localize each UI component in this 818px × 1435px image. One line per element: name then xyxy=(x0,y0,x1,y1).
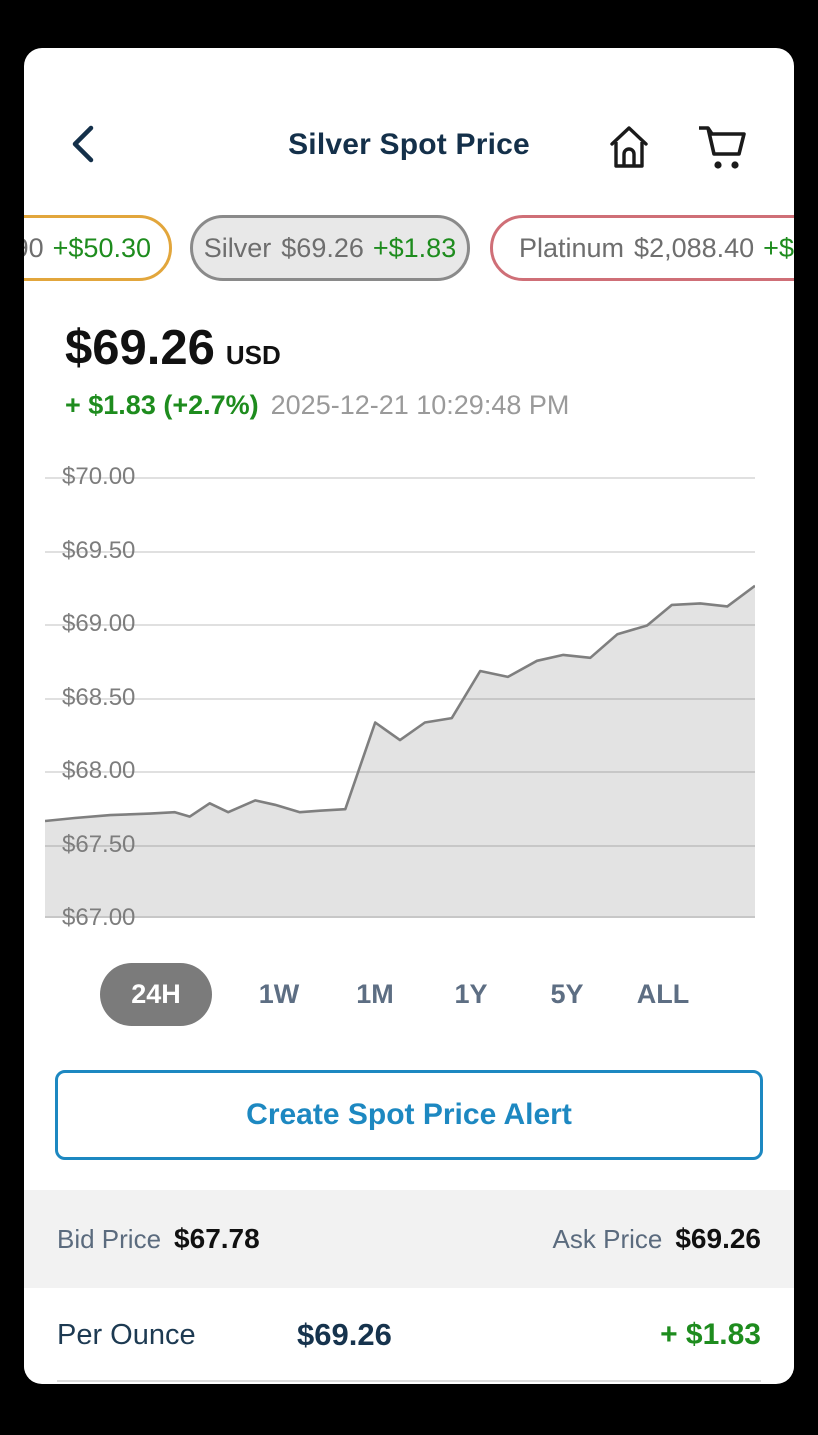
back-chevron-icon xyxy=(67,123,99,168)
metal-ticker-carousel: .90 +$50.30 Silver $69.26 +$1.83 Platinu… xyxy=(24,215,794,281)
ticker-pill-silver[interactable]: Silver $69.26 +$1.83 xyxy=(190,215,470,281)
timeframe-24h[interactable]: 24H xyxy=(100,963,212,1026)
price-timestamp: 2025-12-21 10:29:48 PM xyxy=(270,390,570,420)
gold-price-fragment: .90 xyxy=(24,232,44,263)
y-axis-label: $69.00 xyxy=(62,610,136,637)
per-ounce-row: Per Ounce $69.26 + $1.83 xyxy=(24,1288,794,1382)
timeframe-5y[interactable]: 5Y xyxy=(538,979,596,1010)
ask-price-label: Ask Price xyxy=(552,1224,663,1254)
price-chart[interactable]: $70.00 $69.50 $69.00 $68.50 $68.00 $67.50 $67.… xyxy=(45,463,755,931)
platinum-price: $2,088.40 xyxy=(634,232,755,263)
silver-change: +$1.83 xyxy=(372,232,457,263)
platinum-change: +$ xyxy=(763,232,794,263)
page-title: Silver Spot Price xyxy=(288,128,530,161)
per-ounce-value: $69.26 xyxy=(297,1317,392,1352)
bid-price-label: Bid Price xyxy=(57,1224,162,1254)
home-icon xyxy=(604,126,654,175)
price-change-row: + $1.83 (+2.7%) 2025-12-21 10:29:48 PM xyxy=(65,390,569,421)
y-axis-label: $70.00 xyxy=(62,463,136,490)
silver-name: Silver xyxy=(203,232,272,263)
bid-group: Bid Price $67.78 xyxy=(57,1223,260,1255)
y-axis-label: $67.50 xyxy=(62,830,136,858)
timeframe-selector: 24H 1W 1M 1Y 5Y ALL xyxy=(100,963,692,1026)
timeframe-1m[interactable]: 1M xyxy=(346,979,404,1010)
gold-change: +$50.30 xyxy=(52,232,151,263)
per-ounce-change: + $1.83 xyxy=(660,1318,761,1351)
spot-price-currency: USD xyxy=(225,340,281,370)
y-axis-label: $68.00 xyxy=(62,757,136,784)
bid-ask-row: Bid Price $67.78 Ask Price $69.26 xyxy=(24,1190,794,1288)
cart-icon xyxy=(692,126,752,177)
gridline xyxy=(45,844,755,847)
home-button[interactable] xyxy=(604,120,654,172)
ticker-pill-gold[interactable]: .90 +$50.30 xyxy=(24,215,172,281)
app-card: Silver Spot Price .90 +$50.30 Silver $ xyxy=(24,48,794,1384)
silver-price: $69.26 xyxy=(281,232,364,263)
cart-button[interactable] xyxy=(692,120,752,174)
ask-price-value: $69.26 xyxy=(675,1223,761,1254)
bottom-divider xyxy=(57,1380,761,1382)
gridline xyxy=(45,916,755,918)
timeframe-1y[interactable]: 1Y xyxy=(442,979,500,1010)
spot-price-value: $69.26 xyxy=(65,321,215,375)
timeframe-all[interactable]: ALL xyxy=(634,979,692,1010)
price-area-series xyxy=(45,584,755,918)
current-price: $69.26 USD xyxy=(65,320,281,376)
ticker-pill-platinum[interactable]: Platinum $2,088.40 +$ xyxy=(490,215,794,281)
ask-group: Ask Price $69.26 xyxy=(553,1223,761,1255)
per-ounce-label: Per Ounce xyxy=(57,1318,196,1351)
timeframe-1w[interactable]: 1W xyxy=(250,979,308,1010)
back-button[interactable] xyxy=(54,114,112,176)
gridline xyxy=(45,624,755,626)
create-spot-price-alert-button[interactable]: Create Spot Price Alert xyxy=(55,1070,763,1160)
gridline xyxy=(45,697,755,700)
y-axis-label: $68.50 xyxy=(62,683,136,711)
y-axis-label: $67.00 xyxy=(62,904,136,931)
gridline xyxy=(45,771,755,773)
platinum-name: Platinum xyxy=(519,232,625,263)
bid-price-value: $67.78 xyxy=(174,1223,260,1254)
price-change-value: + $1.83 (+2.7%) xyxy=(65,390,259,420)
gridline xyxy=(45,550,755,553)
gridline xyxy=(45,477,755,479)
y-axis-label: $69.50 xyxy=(62,536,136,564)
